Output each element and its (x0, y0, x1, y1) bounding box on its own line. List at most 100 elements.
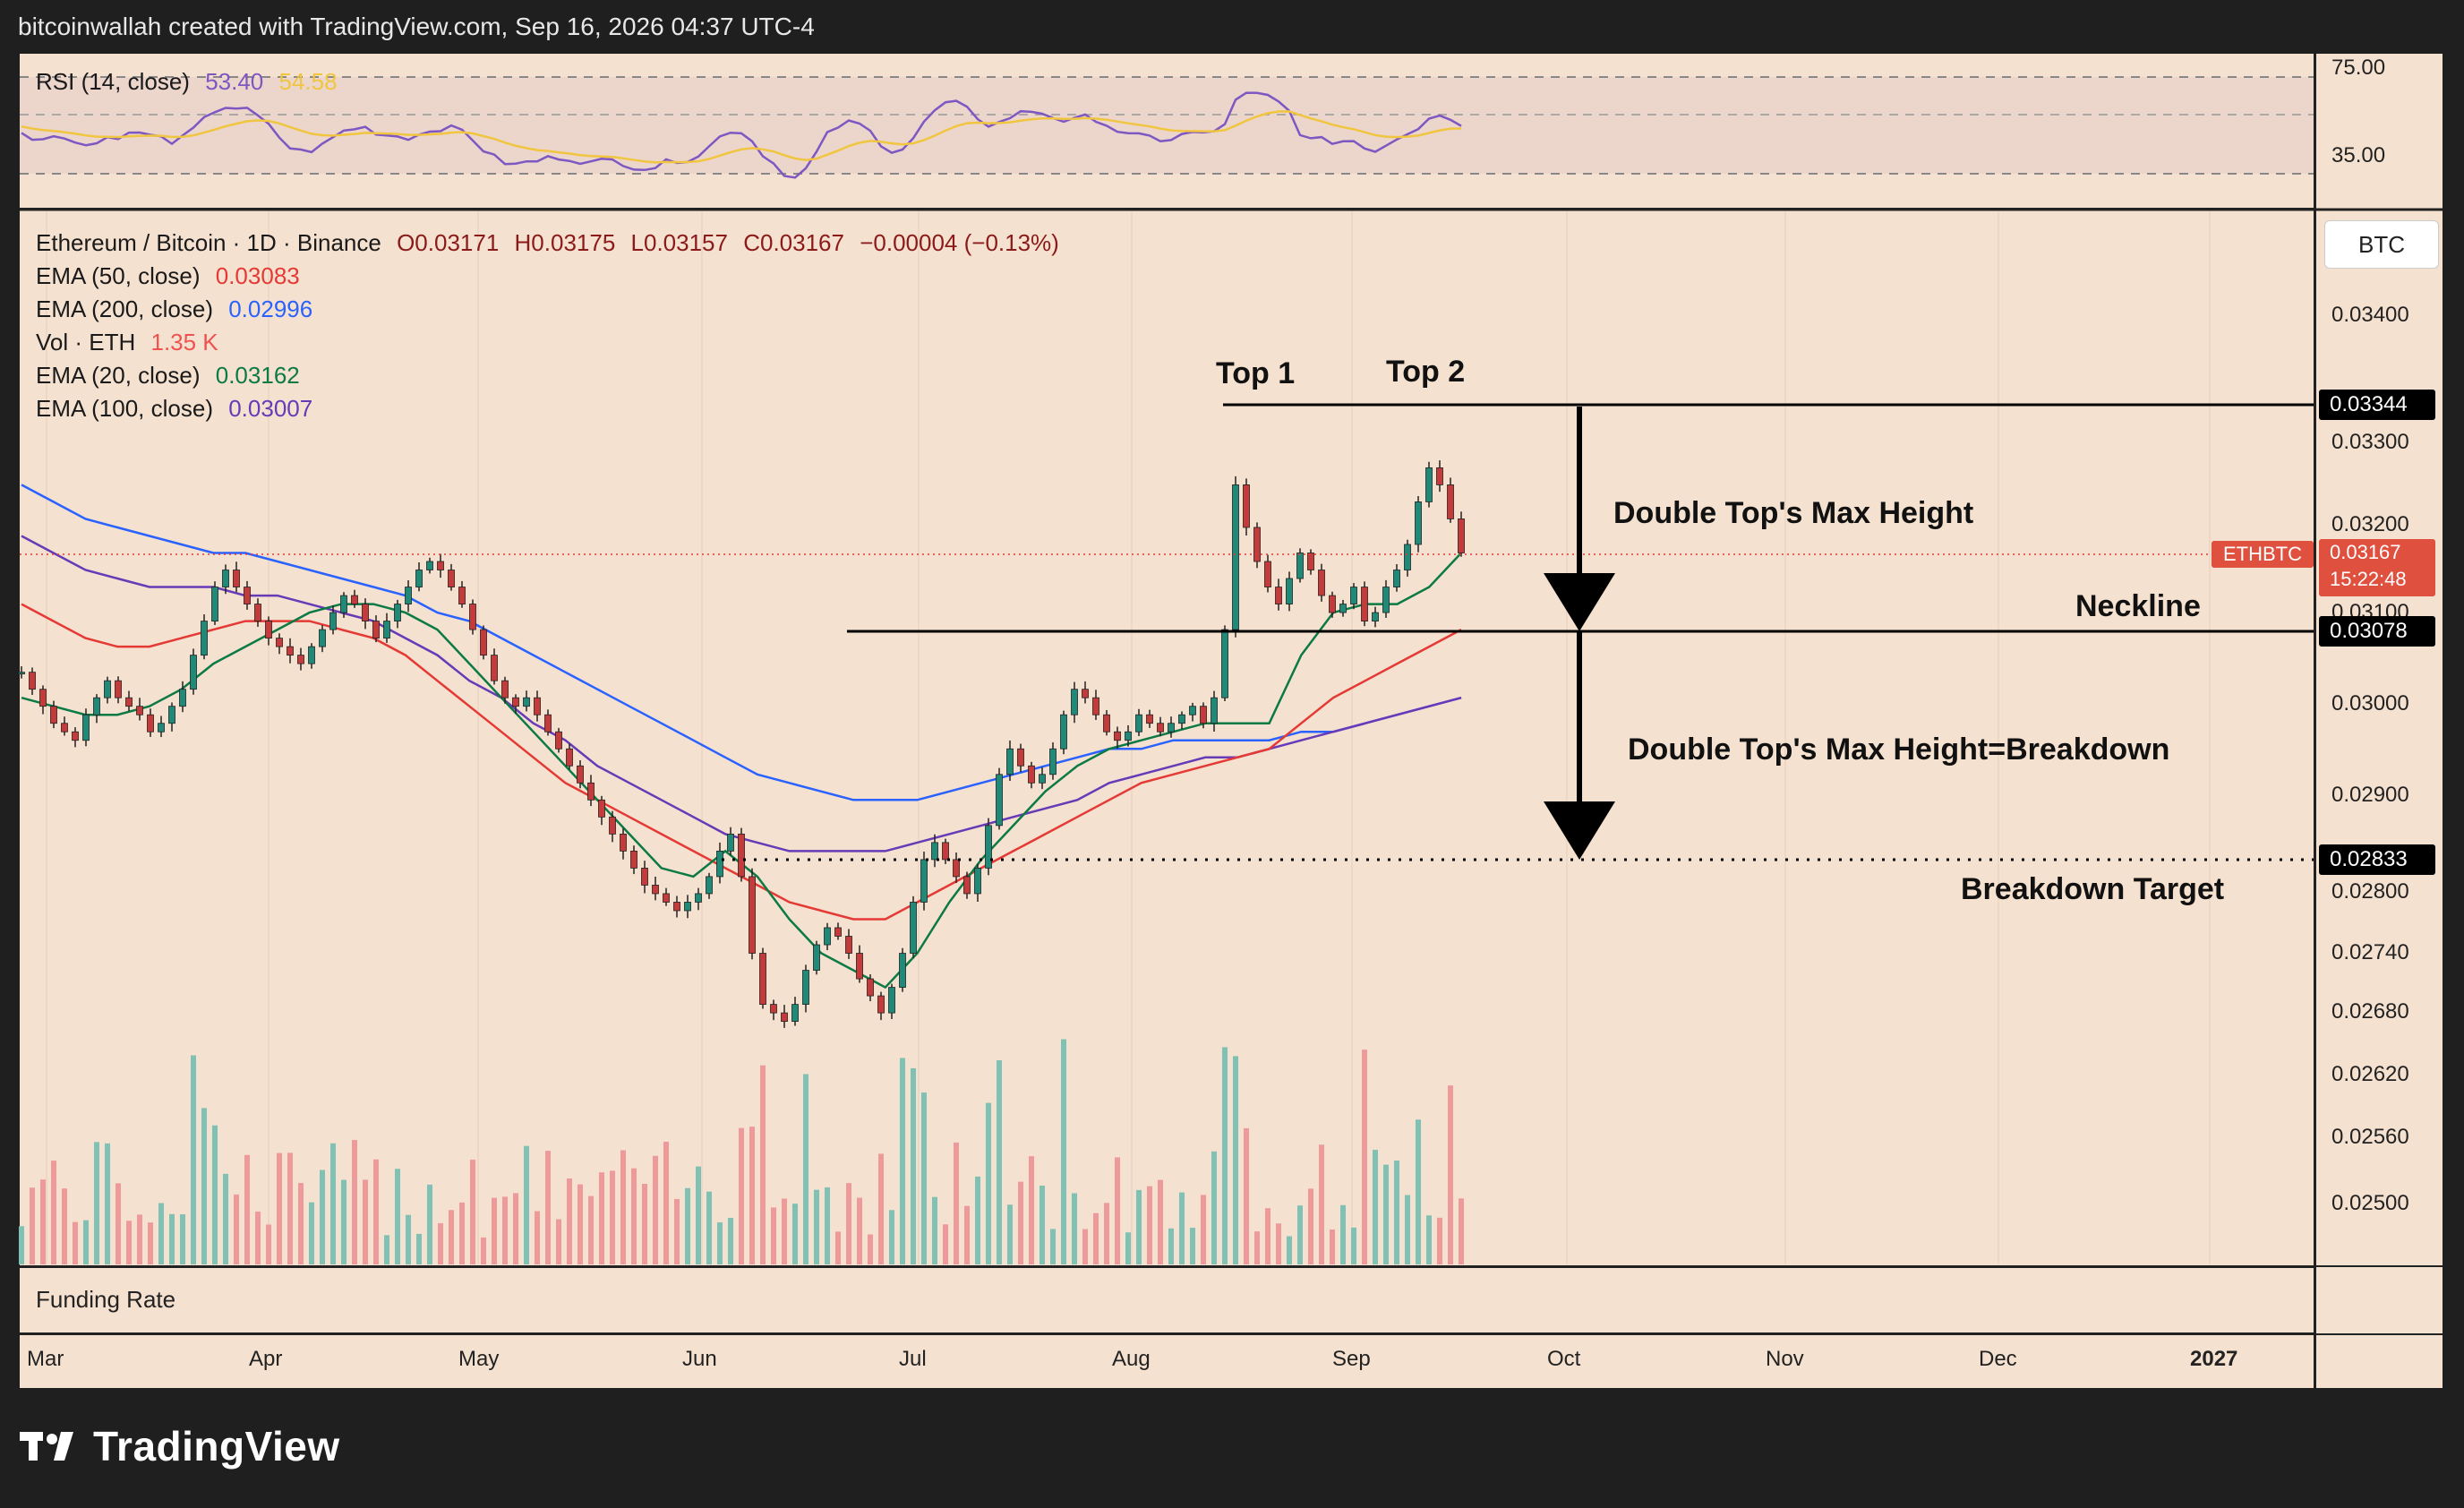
candle-body (566, 748, 573, 767)
volume-bar (406, 1214, 411, 1264)
tradingview-logo[interactable]: TradingView (20, 1422, 340, 1470)
candle-body (759, 953, 766, 1005)
max-height-label: Double Top's Max Height (1613, 496, 1974, 530)
volume-bar (481, 1237, 486, 1264)
volume-bar (1362, 1050, 1367, 1264)
candle-body (899, 953, 906, 988)
volume-bar (997, 1060, 1002, 1264)
x-axis-panel (20, 1334, 2314, 1388)
candle-body (802, 970, 809, 1005)
breakdown-label: Double Top's Max Height=Breakdown (1628, 733, 2170, 767)
volume-bar (492, 1197, 497, 1264)
volume-bar (1340, 1204, 1346, 1264)
candle-body (706, 876, 713, 895)
volume-bar (1168, 1228, 1174, 1264)
x-tick: Mar (27, 1347, 64, 1371)
candle-body (1307, 553, 1314, 570)
volume-bar (1233, 1056, 1238, 1264)
top1-label: Top 1 (1216, 356, 1296, 390)
volume-bar (1179, 1192, 1185, 1264)
candle-body (1157, 723, 1164, 733)
rsi-ma-line (21, 110, 1462, 164)
vol-label: Vol · ETH (36, 329, 136, 356)
volume-bar (964, 1205, 970, 1264)
candle-body (620, 833, 627, 852)
volume-bar (1448, 1085, 1453, 1264)
volume-bar (1254, 1231, 1260, 1264)
candle-body (415, 570, 423, 587)
candle-body (609, 816, 616, 835)
volume-bar (975, 1176, 980, 1264)
vol-value: 1.35 K (150, 329, 218, 356)
volume-bar (470, 1160, 475, 1264)
volume-bar (395, 1169, 400, 1264)
volume-bar (1136, 1189, 1142, 1264)
volume-bar (502, 1196, 508, 1264)
y-tick: 0.03400 (2331, 303, 2409, 327)
volume-bar (749, 1127, 755, 1264)
symbol-title: Ethereum / Bitcoin · 1D · Binance (36, 229, 381, 256)
candle-body (437, 561, 444, 570)
volume-bar (341, 1179, 346, 1264)
candle-body (383, 621, 390, 639)
candle-body (1425, 467, 1433, 502)
candle-body (1264, 561, 1271, 587)
candle-body (319, 629, 326, 647)
candle-body (695, 893, 702, 903)
candle-body (598, 799, 605, 818)
volume-bar (1373, 1150, 1378, 1264)
ema20-value: 0.03162 (215, 362, 300, 389)
candle-body (534, 697, 541, 715)
volume-bar (105, 1143, 110, 1264)
currency-button[interactable]: BTC (2324, 220, 2439, 269)
volume-bar (287, 1152, 293, 1264)
candle-body (738, 833, 745, 878)
ema100-legend: EMA (100, close) 0.03007 (36, 395, 312, 423)
volume-bar (567, 1178, 572, 1264)
volume-bar (352, 1140, 357, 1264)
volume-bar (126, 1221, 132, 1264)
volume-bar (137, 1214, 142, 1264)
volume-bar (900, 1058, 905, 1264)
rsi-band (20, 77, 2314, 174)
ohlc-change: −0.00004 (−0.13%) (860, 229, 1059, 256)
volume-bar (1061, 1039, 1066, 1264)
ema200-line (21, 484, 1462, 801)
ohlc-high: H0.03175 (514, 229, 616, 256)
volume-bar (857, 1197, 862, 1264)
candle-body (469, 604, 476, 630)
ema20-label: EMA (20, close) (36, 362, 201, 389)
candle-body (1071, 689, 1078, 715)
candle-body (749, 876, 756, 954)
y-tick: 0.02500 (2331, 1191, 2409, 1215)
candle-body (1125, 731, 1132, 741)
volume-bar (309, 1202, 314, 1264)
candle-body (491, 655, 498, 681)
ema100-value: 0.03007 (228, 395, 313, 422)
ema50-legend: EMA (50, close) 0.03083 (36, 262, 300, 290)
candle-body (362, 604, 369, 621)
volume-bar (814, 1189, 819, 1264)
volume-bar (739, 1127, 744, 1264)
volume-bar (556, 1219, 561, 1264)
x-tick: Aug (1112, 1347, 1151, 1371)
volume-bar (717, 1222, 723, 1264)
candle-body (727, 833, 734, 852)
volume-bar (19, 1226, 24, 1264)
volume-bar (277, 1152, 282, 1264)
candle-body (39, 689, 47, 707)
volume-bar (158, 1203, 164, 1264)
volume-bar (653, 1155, 658, 1264)
candle-body (1382, 587, 1390, 613)
y-tick: 0.02800 (2331, 879, 2409, 904)
volume-bar (30, 1187, 35, 1264)
candle-body (104, 680, 111, 698)
candle-body (1436, 467, 1443, 485)
volume-bar (825, 1187, 830, 1264)
candle-body (716, 850, 723, 878)
volume-bar (62, 1188, 67, 1264)
volume-bar (266, 1224, 271, 1264)
volume-bar (685, 1187, 690, 1264)
tradingview-name: TradingView (93, 1423, 340, 1469)
